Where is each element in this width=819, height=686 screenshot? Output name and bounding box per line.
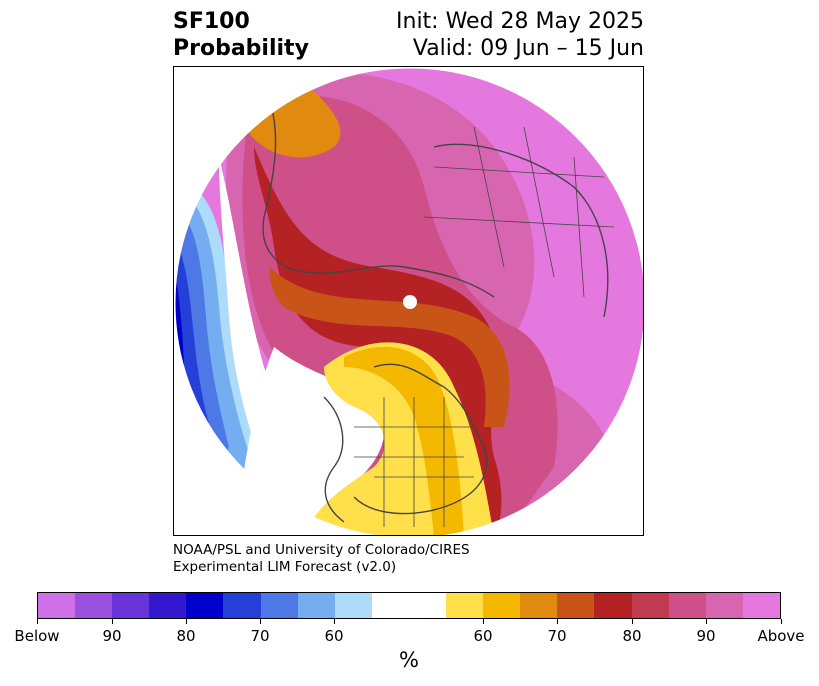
region-above-75 (269, 267, 510, 427)
colorbar-tick-label: 70 (547, 627, 567, 645)
colorbar-tick (781, 619, 782, 624)
title-kind: Probability (173, 36, 309, 61)
colorbar-segment (446, 593, 484, 618)
region-above-70 (254, 147, 502, 535)
colorbar-tick-label: 80 (176, 627, 196, 645)
colorbar-segment (520, 593, 558, 618)
colorbar-segment (483, 593, 521, 618)
colorbar-tick-label: 60 (324, 627, 344, 645)
colorbar-tick-label: Above (757, 627, 805, 645)
colorbar-segment (408, 593, 447, 618)
colorbar-segment (705, 593, 743, 618)
colorbar-tick (483, 619, 484, 624)
colorbar-segment (557, 593, 595, 618)
colorbar-segment (260, 593, 298, 618)
colorbar-tick (260, 619, 261, 624)
credit-line-2: Experimental LIM Forecast (v2.0) (173, 559, 397, 575)
colorbar-segment (75, 593, 113, 618)
init-date: Init: Wed 28 May 2025 (396, 9, 644, 34)
polar-map (173, 66, 644, 536)
colorbar-tick (632, 619, 633, 624)
colorbar-tick-label: 90 (696, 627, 716, 645)
colorbar-tick-label: 80 (622, 627, 642, 645)
colorbar-segment (371, 593, 409, 618)
colorbar-segment (631, 593, 669, 618)
colorbar-segment (149, 593, 187, 618)
colorbar (37, 592, 781, 619)
colorbar-tick (37, 619, 38, 624)
credit-line-1: NOAA/PSL and University of Colorado/CIRE… (173, 542, 470, 558)
colorbar-tick (557, 619, 558, 624)
coastlines (262, 86, 609, 523)
colorbar-segment (223, 593, 261, 618)
colorbar-tick-label: 60 (473, 627, 493, 645)
colorbar-unit: % (399, 648, 419, 672)
colorbar-tick (112, 619, 113, 624)
colorbar-segment (334, 593, 372, 618)
region-above-65 (344, 346, 464, 535)
colorbar-segment (38, 593, 76, 618)
map-dates: Init: Wed 28 May 2025 Valid: 09 Jun – 15 … (396, 8, 644, 62)
colorbar-tick-label: 90 (102, 627, 122, 645)
colorbar-segment (742, 593, 780, 618)
colorbar-tick (706, 619, 707, 624)
colorbar-tick (186, 619, 187, 624)
colorbar-segment (668, 593, 706, 618)
colorbar-tick-label: 70 (250, 627, 270, 645)
map-disk-edge (174, 67, 643, 535)
credit: NOAA/PSL and University of Colorado/CIRE… (173, 542, 470, 576)
pole-marker (403, 295, 417, 309)
colorbar-tick-label: Below (14, 627, 60, 645)
valid-range: Valid: 09 Jun – 15 Jun (412, 36, 644, 61)
colorbar-segment (594, 593, 632, 618)
borders (354, 126, 615, 527)
polar-map-svg (174, 67, 643, 535)
title-variable: SF100 (173, 9, 250, 34)
colorbar-segment (297, 593, 335, 618)
map-title: SF100 Probability (173, 8, 309, 62)
colorbar-tick (334, 619, 335, 624)
colorbar-segment (112, 593, 150, 618)
colorbar-segment (186, 593, 224, 618)
